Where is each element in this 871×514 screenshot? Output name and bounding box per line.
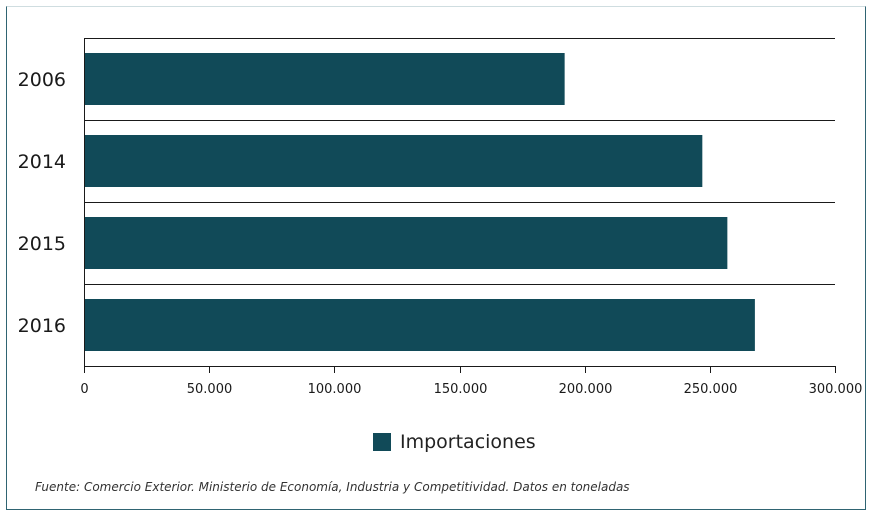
label-layer: 0 50.000 100.000 150.000 200.000 250.000 300.0…: [18, 69, 863, 397]
axis-layer: [84, 38, 836, 373]
source-note: Fuente: Comercio Exterior. Ministerio de…: [35, 480, 630, 494]
x-tick-label: 50.000: [187, 382, 233, 397]
x-tick-label: 0: [80, 382, 88, 397]
category-label-2016: 2016: [18, 315, 66, 337]
legend-label-importaciones: Importaciones: [400, 431, 536, 453]
category-label-2006: 2006: [18, 69, 66, 91]
x-tick-label: 250.000: [684, 382, 738, 397]
category-label-2015: 2015: [18, 233, 66, 255]
category-label-2014: 2014: [18, 151, 66, 173]
legend: Importaciones: [373, 429, 536, 455]
bar-layer: [85, 53, 755, 351]
x-tick-label: 100.000: [308, 382, 362, 397]
bar-2014: [85, 135, 703, 187]
bar-2016: [85, 299, 755, 351]
x-tick-label: 300.000: [809, 382, 863, 397]
bar-2015: [85, 217, 728, 269]
bar-2006: [85, 53, 565, 105]
x-tick-label: 200.000: [559, 382, 613, 397]
legend-swatch-importaciones: [373, 433, 391, 451]
x-tick-label: 150.000: [434, 382, 488, 397]
